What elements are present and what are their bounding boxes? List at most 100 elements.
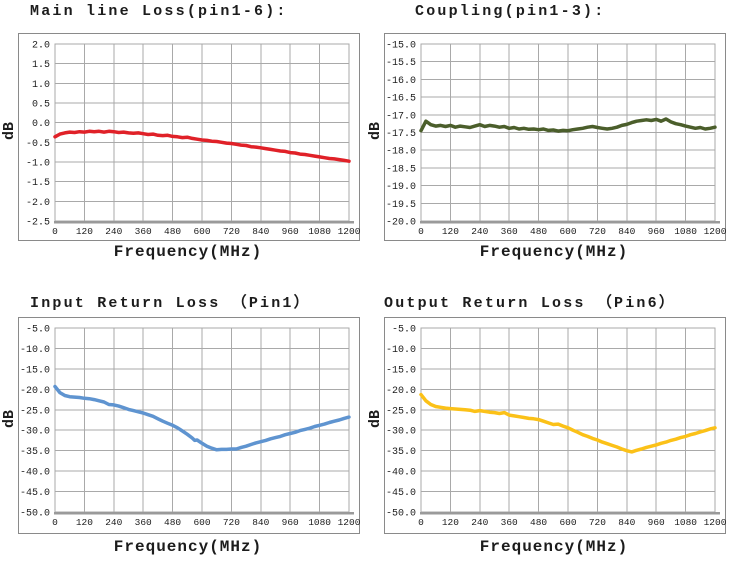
svg-text:360: 360 xyxy=(501,226,518,237)
svg-text:1200: 1200 xyxy=(704,517,727,528)
svg-text:-30.0: -30.0 xyxy=(386,427,416,438)
svg-text:1200: 1200 xyxy=(338,517,361,528)
svg-text:-45.0: -45.0 xyxy=(20,488,50,499)
svg-text:240: 240 xyxy=(105,517,122,528)
svg-text:480: 480 xyxy=(530,226,547,237)
chart-title: Output Return Loss （Pin6） xyxy=(384,295,677,312)
svg-text:360: 360 xyxy=(501,517,518,528)
svg-text:360: 360 xyxy=(135,517,152,528)
svg-text:-40.0: -40.0 xyxy=(386,468,416,479)
chart-frame: -5.0 -10.0 -15.0 -20.0 -25.0 -30.0 -35.0 -40.0 -… xyxy=(18,317,361,534)
chart-frame: -15.0 -15.5 -16.0 -16.5 -17.0 -17.5 -18.0 -18.5… xyxy=(384,33,727,241)
svg-text:840: 840 xyxy=(252,226,269,237)
svg-text:960: 960 xyxy=(648,226,665,237)
chart-frame: 2.0 1.5 1.0 0.5 0.0 -0.5 -1.0 -1.5 -2.0 -2.5 0 120 2… xyxy=(18,33,361,241)
y-axis-label: dB xyxy=(367,409,385,429)
svg-text:-45.0: -45.0 xyxy=(386,488,416,499)
x-axis-label: Frequency(MHz) xyxy=(113,243,263,261)
svg-text:-18.0: -18.0 xyxy=(386,147,416,158)
svg-text:-2.5: -2.5 xyxy=(26,218,50,229)
svg-text:-40.0: -40.0 xyxy=(20,468,50,479)
svg-text:-17.5: -17.5 xyxy=(386,129,416,140)
svg-text:-10.0: -10.0 xyxy=(386,345,416,356)
chart-input-return-loss: Input Return Loss （Pin1） dB -5.0 -10.0 -15… xyxy=(0,285,366,571)
svg-text:960: 960 xyxy=(282,226,299,237)
svg-text:-15.5: -15.5 xyxy=(386,58,416,69)
svg-text:-5.0: -5.0 xyxy=(26,325,50,336)
svg-text:1080: 1080 xyxy=(308,226,331,237)
svg-text:0.5: 0.5 xyxy=(32,100,50,111)
svg-text:-10.0: -10.0 xyxy=(20,345,50,356)
svg-text:720: 720 xyxy=(589,226,606,237)
svg-text:-16.5: -16.5 xyxy=(386,94,416,105)
svg-text:480: 480 xyxy=(164,226,181,237)
chart-coupling: Coupling(pin1-3): dB -15.0 -15.5 -16.0 -16.… xyxy=(366,0,732,285)
svg-text:720: 720 xyxy=(589,517,606,528)
svg-text:1.5: 1.5 xyxy=(32,60,50,71)
chart-output-return-loss: Output Return Loss （Pin6） dB -5.0 -10.0 -1… xyxy=(366,285,732,571)
x-axis-label: Frequency(MHz) xyxy=(113,538,263,556)
chart-plot: -5.0 -10.0 -15.0 -20.0 -25.0 -30.0 -35.0 -40.0 -… xyxy=(386,325,727,529)
svg-text:-1.5: -1.5 xyxy=(26,178,50,189)
svg-text:1080: 1080 xyxy=(674,226,697,237)
svg-text:840: 840 xyxy=(618,226,635,237)
svg-text:1080: 1080 xyxy=(308,517,331,528)
svg-text:480: 480 xyxy=(164,517,181,528)
chart-main-line-loss: Main line Loss(pin1-6): dB 2.0 1.5 1.0 0.5 0… xyxy=(0,0,366,285)
svg-text:-20.0: -20.0 xyxy=(386,218,416,229)
svg-text:-18.5: -18.5 xyxy=(386,164,416,175)
svg-text:360: 360 xyxy=(135,226,152,237)
svg-text:-1.0: -1.0 xyxy=(26,159,50,170)
svg-text:720: 720 xyxy=(223,226,240,237)
svg-text:1200: 1200 xyxy=(704,226,727,237)
svg-text:-25.0: -25.0 xyxy=(20,406,50,417)
svg-text:0: 0 xyxy=(52,517,58,528)
svg-text:-50.0: -50.0 xyxy=(20,509,50,520)
chart-title: Input Return Loss （Pin1） xyxy=(30,295,311,312)
x-axis-label: Frequency(MHz) xyxy=(479,538,629,556)
svg-text:0.0: 0.0 xyxy=(32,119,50,130)
svg-text:1.0: 1.0 xyxy=(32,80,50,91)
svg-text:-20.0: -20.0 xyxy=(20,386,50,397)
svg-text:480: 480 xyxy=(530,517,547,528)
svg-text:960: 960 xyxy=(648,517,665,528)
svg-text:1080: 1080 xyxy=(674,517,697,528)
chart-frame: -5.0 -10.0 -15.0 -20.0 -25.0 -30.0 -35.0 -40.0 -… xyxy=(384,317,727,534)
svg-text:0: 0 xyxy=(418,517,424,528)
svg-text:240: 240 xyxy=(471,517,488,528)
svg-text:-35.0: -35.0 xyxy=(20,447,50,458)
chart-title: Main line Loss(pin1-6): xyxy=(30,3,288,20)
svg-text:-5.0: -5.0 xyxy=(392,325,416,336)
chart-plot: -15.0 -15.5 -16.0 -16.5 -17.0 -17.5 -18.0 -18.5… xyxy=(386,41,727,238)
svg-text:-15.0: -15.0 xyxy=(20,365,50,376)
svg-text:120: 120 xyxy=(442,517,459,528)
y-axis-label: dB xyxy=(1,121,19,141)
svg-text:600: 600 xyxy=(193,517,210,528)
y-axis-label: dB xyxy=(1,409,19,429)
svg-text:-20.0: -20.0 xyxy=(386,386,416,397)
svg-text:0: 0 xyxy=(418,226,424,237)
x-axis-label: Frequency(MHz) xyxy=(479,243,629,261)
svg-text:120: 120 xyxy=(76,226,93,237)
svg-text:-50.0: -50.0 xyxy=(386,509,416,520)
svg-text:840: 840 xyxy=(252,517,269,528)
svg-text:-16.0: -16.0 xyxy=(386,76,416,87)
svg-text:-15.0: -15.0 xyxy=(386,365,416,376)
svg-text:-19.5: -19.5 xyxy=(386,200,416,211)
svg-text:0: 0 xyxy=(52,226,58,237)
svg-text:-25.0: -25.0 xyxy=(386,406,416,417)
svg-text:-17.0: -17.0 xyxy=(386,111,416,122)
y-axis-label: dB xyxy=(367,121,385,141)
svg-text:840: 840 xyxy=(618,517,635,528)
chart-plot: 2.0 1.5 1.0 0.5 0.0 -0.5 -1.0 -1.5 -2.0 -2.50 120 2… xyxy=(26,41,361,238)
svg-text:600: 600 xyxy=(559,226,576,237)
svg-text:-30.0: -30.0 xyxy=(20,427,50,438)
svg-text:720: 720 xyxy=(223,517,240,528)
svg-text:120: 120 xyxy=(442,226,459,237)
svg-text:240: 240 xyxy=(471,226,488,237)
chart-title: Coupling(pin1-3): xyxy=(415,3,606,20)
svg-text:1200: 1200 xyxy=(338,226,361,237)
svg-text:600: 600 xyxy=(193,226,210,237)
svg-text:-35.0: -35.0 xyxy=(386,447,416,458)
